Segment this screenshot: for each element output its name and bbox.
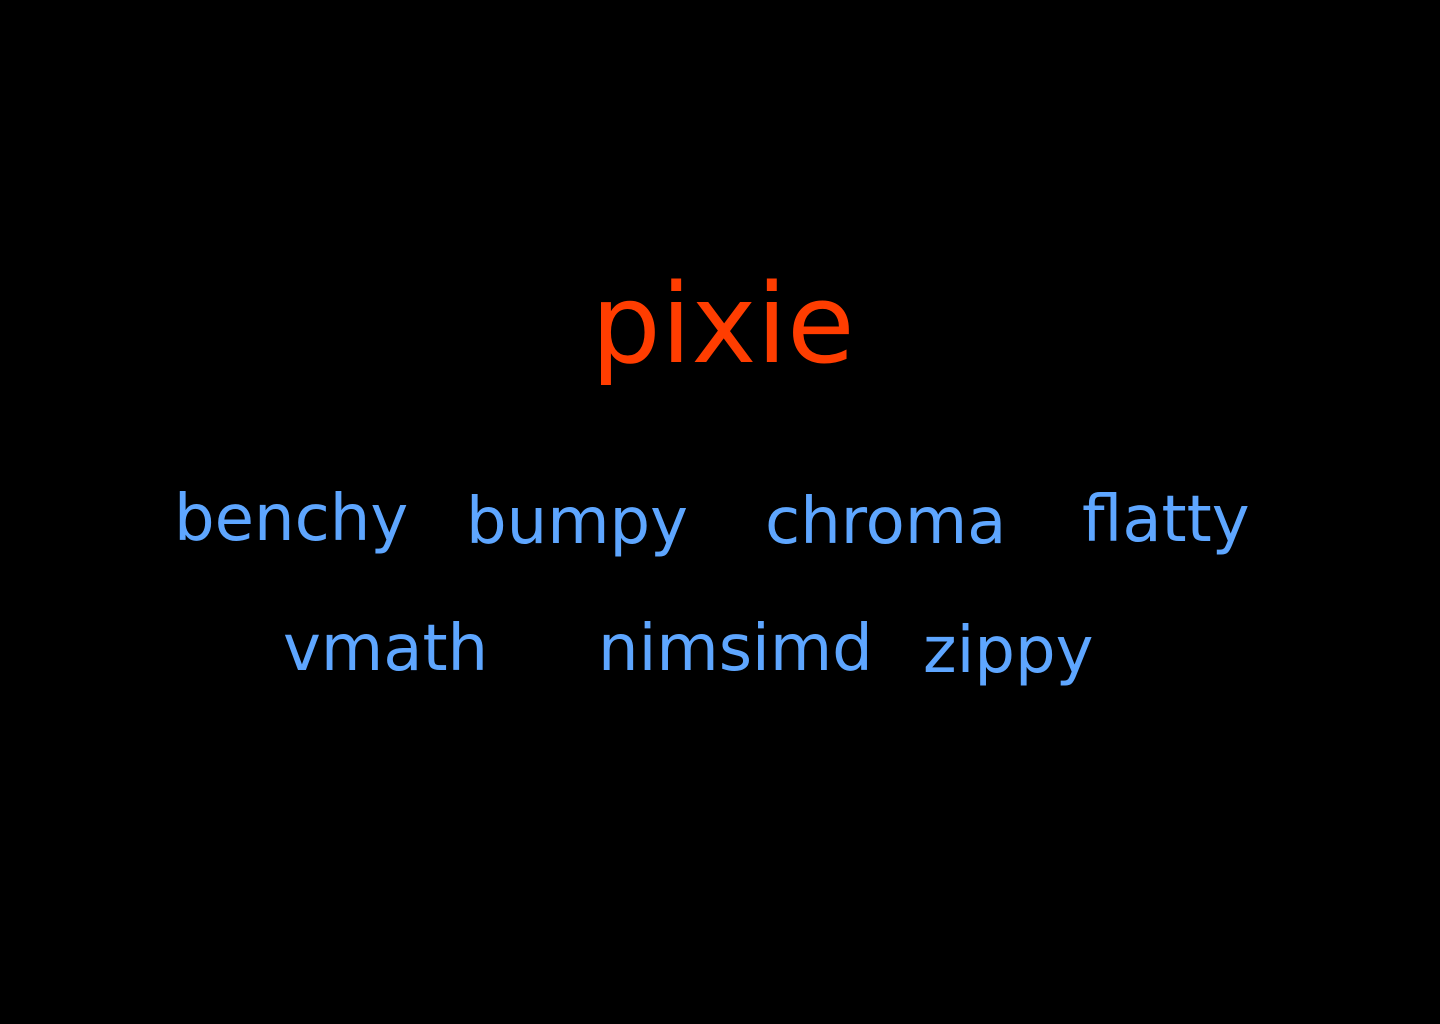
dependency-nimsimd: nimsimd (598, 612, 873, 686)
dependency-benchy: benchy (174, 482, 409, 556)
dependency-vmath: vmath (283, 612, 489, 686)
dependency-zippy: zippy (923, 614, 1094, 688)
dependency-bumpy: bumpy (466, 485, 689, 559)
dependency-flatty: flatty (1082, 483, 1250, 557)
title-pixie: pixie (591, 260, 855, 388)
dependency-chroma: chroma (765, 485, 1007, 559)
